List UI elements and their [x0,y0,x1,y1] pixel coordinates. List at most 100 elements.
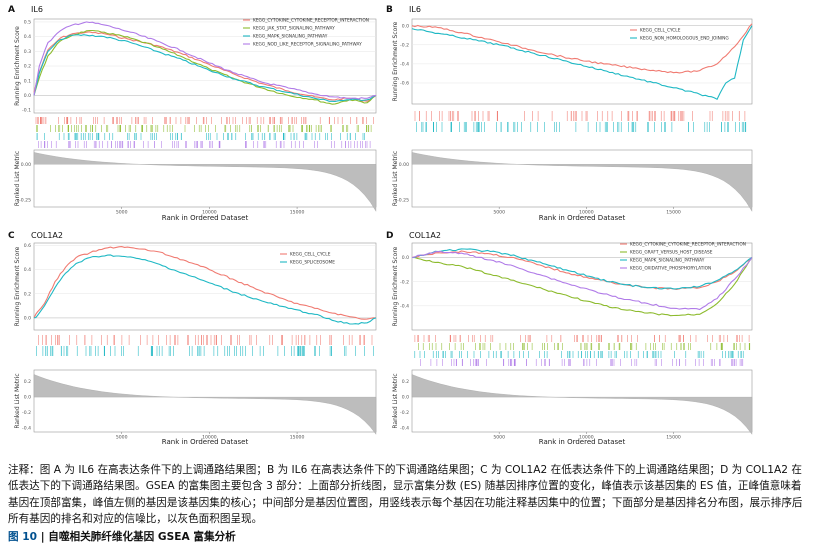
panel-a-metric-axis-label: Ranked List Metric [14,151,21,206]
panel-c-y-axis-label: Running Enrichment Score [14,246,21,326]
panel-b-y-tick-label: -0.4 [400,61,409,67]
panel-b-y-axis-label: Running Enrichment Score [392,21,399,101]
panel-b-x-axis-label: Rank in Ordered Dataset [539,214,626,222]
panel-b-y-tick-label: 0.0 [402,23,409,29]
panel-b-es-frame [411,18,753,105]
panel-d-metric-axis-label: Ranked List Metric [392,373,399,428]
panel-b-metric-tick-label: -0.25 [397,197,409,203]
panel-a-series-line [33,21,377,100]
panel-d-series-line [411,256,753,317]
panel-c-x-tick-label: 5000 [116,435,128,441]
panel-c-x-tick-label: 15000 [290,435,305,441]
panel-d-x-tick-label: 10000 [579,435,594,441]
panel-d-letter: D [386,231,393,241]
panel-d-legend-label: KEGG_CYTOKINE_CYTOKINE_RECEPTOR_INTERACT… [630,242,746,248]
panel-b-gene-title: IL6 [409,5,421,14]
panel-c-metric-axis-label: Ranked List Metric [14,373,21,428]
panel-d-legend-label: KEGG_OXIDATIVE_PHOSPHORYLATION [630,266,711,272]
panel-c-metric-tick-label: -0.2 [22,410,31,416]
panel-d-gene-title: COL1A2 [409,231,441,240]
panel-d-metric-tick-label: 0.2 [402,379,409,385]
panel-b-letter: B [386,5,393,15]
gsea-figure: A IL60.50.40.30.20.10.0-0.1KEGG_CYTOKINE_… [8,5,753,446]
panel-a-y-tick-label: 0.1 [24,78,31,84]
panel-d-series-line [411,250,753,290]
panel-d-metric-tick-label: -0.2 [400,410,409,416]
panel-d-legend-label: KEGG_MAPK_SIGNALING_PATHWAY [630,258,705,264]
panel-d-series-line [411,250,753,311]
panel-c-series-line [33,246,377,320]
panel-b-series-line [411,25,753,100]
panel-b: B IL6 0.0 -0.2 -0.4 -0.6 KEGG_CELL_CYCLE KEGG_N… [386,5,753,222]
panel-b-x-tick-label: 10000 [579,210,594,216]
panel-b-y-tick-label: -0.6 [400,81,409,87]
panel-a-y-tick-label: -0.1 [22,108,31,114]
panel-a-series-line [33,29,377,105]
panel-a-series-line [33,31,377,102]
figure-number: 图 10 [8,530,38,543]
panel-c-letter: C [8,231,15,241]
panel-a-legend-label: KEGG_MAPK_SIGNALING_PATHWAY [253,34,328,40]
panel-d-x-tick-label: 5000 [493,435,505,441]
caption-note: 注释：图 A 为 IL6 在高表达条件下的上调通路结果图；B 为 IL6 在高表… [8,464,803,526]
panel-d-x-axis-label: Rank in Ordered Dataset [539,438,626,446]
panel-d-series-line [412,248,753,290]
panel-b-series-line [411,23,753,74]
panel-a-x-tick-label: 15000 [290,210,305,216]
caption-separator: | [40,530,49,543]
panel-a-metric-tick-label: 0.00 [21,162,31,168]
panel-c-metric-area [33,374,377,435]
panel-b-metric-axis-label: Ranked List Metric [392,151,399,206]
panel-c-y-tick-label: 0.2 [24,291,31,297]
panel-d-metric-tick-label: -0.4 [400,426,409,432]
panel-c-metric-tick-label: 0.0 [24,395,31,401]
panel-a-y-tick-label: 0.3 [24,49,31,55]
panel-a-legend-label: KEGG_JAK_STAT_SIGNALING_PATHWAY [253,26,335,32]
panel-b-legend-label: KEGG_NON_HOMOLOGOUS_END_JOINING [640,36,729,42]
panel-d-legend-label: KEGG_GRAFT_VERSUS_HOST_DISEASE [630,250,713,256]
panel-a-y-tick-label: 0.4 [24,34,31,40]
panel-c-y-tick-label: 0.4 [24,267,31,273]
panel-a-x-tick-label: 10000 [202,210,217,216]
panel-a-legend-label: KEGG_CYTOKINE_CYTOKINE_RECEPTOR_INTERACT… [253,18,369,24]
panel-a-metric-frame [33,149,377,208]
panel-c-legend-label: KEGG_SPLICEOSOME [290,260,335,266]
panel-d-y-tick-label: 0.0 [402,255,409,261]
panel-a-legend-label: KEGG_NOD_LIKE_RECEPTOR_SIGNALING_PATHWAY [253,42,362,48]
panel-b-metric-frame [411,149,753,208]
panel-b-x-tick-label: 15000 [666,210,681,216]
panel-b-y-tick-label: -0.2 [400,42,409,48]
panel-c-gene-title: COL1A2 [31,231,63,240]
panel-c-series-line [33,254,377,325]
panel-a-y-tick-label: 0.5 [24,20,31,26]
panel-c-x-tick-label: 10000 [202,435,217,441]
panel-b-metric-tick-label: 0.00 [399,162,409,168]
panel-a-x-axis-label: Rank in Ordered Dataset [162,214,249,222]
panel-c-x-axis-label: Rank in Ordered Dataset [162,438,249,446]
panel-c-y-tick-label: 0.0 [24,316,31,322]
panel-c-y-tick-label: 0.6 [24,243,31,249]
panel-b-metric-area [411,152,753,212]
panel-b-legend-label: KEGG_CELL_CYCLE [640,28,681,34]
panel-c-metric-tick-label: 0.2 [24,379,31,385]
panel-a-y-tick-label: 0.0 [24,93,31,99]
caption-title: 图 10 | 自噬相关肺纤维化基因 GSEA 富集分析 [8,529,808,545]
panel-a-metric-tick-label: -0.25 [19,197,31,203]
panel-c-legend-label: KEGG_CELL_CYCLE [290,252,331,258]
panel-a-series-line [33,34,377,102]
panel-a-x-tick-label: 5000 [116,210,128,216]
panel-b-x-tick-label: 5000 [493,210,505,216]
panel-d-x-tick-label: 15000 [666,435,681,441]
panel-a-y-axis-label: Running Enrichment Score [14,26,21,106]
figure-title: 自噬相关肺纤维化基因 GSEA 富集分析 [48,530,236,543]
panel-a-metric-area [33,152,377,212]
panel-d-y-axis-label: Running Enrichment Score [392,246,399,326]
panel-d-metric-tick-label: 0.0 [402,395,409,401]
panel-a-gene-title: IL6 [31,5,43,14]
panel-a-letter: A [8,5,15,15]
panel-d-metric-area [411,374,753,435]
figure-caption: 注释：图 A 为 IL6 在高表达条件下的上调通路结果图；B 为 IL6 在高表… [8,462,808,545]
panel-d-y-tick-label: -0.4 [400,303,409,309]
